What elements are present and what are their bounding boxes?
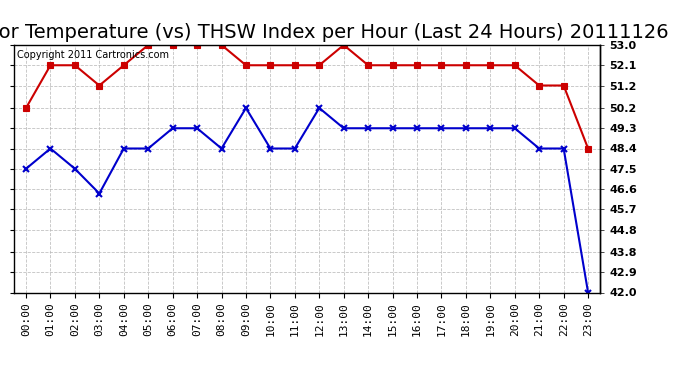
Text: Outdoor Temperature (vs) THSW Index per Hour (Last 24 Hours) 20111126: Outdoor Temperature (vs) THSW Index per …: [0, 22, 669, 42]
Text: Copyright 2011 Cartronics.com: Copyright 2011 Cartronics.com: [17, 50, 169, 60]
